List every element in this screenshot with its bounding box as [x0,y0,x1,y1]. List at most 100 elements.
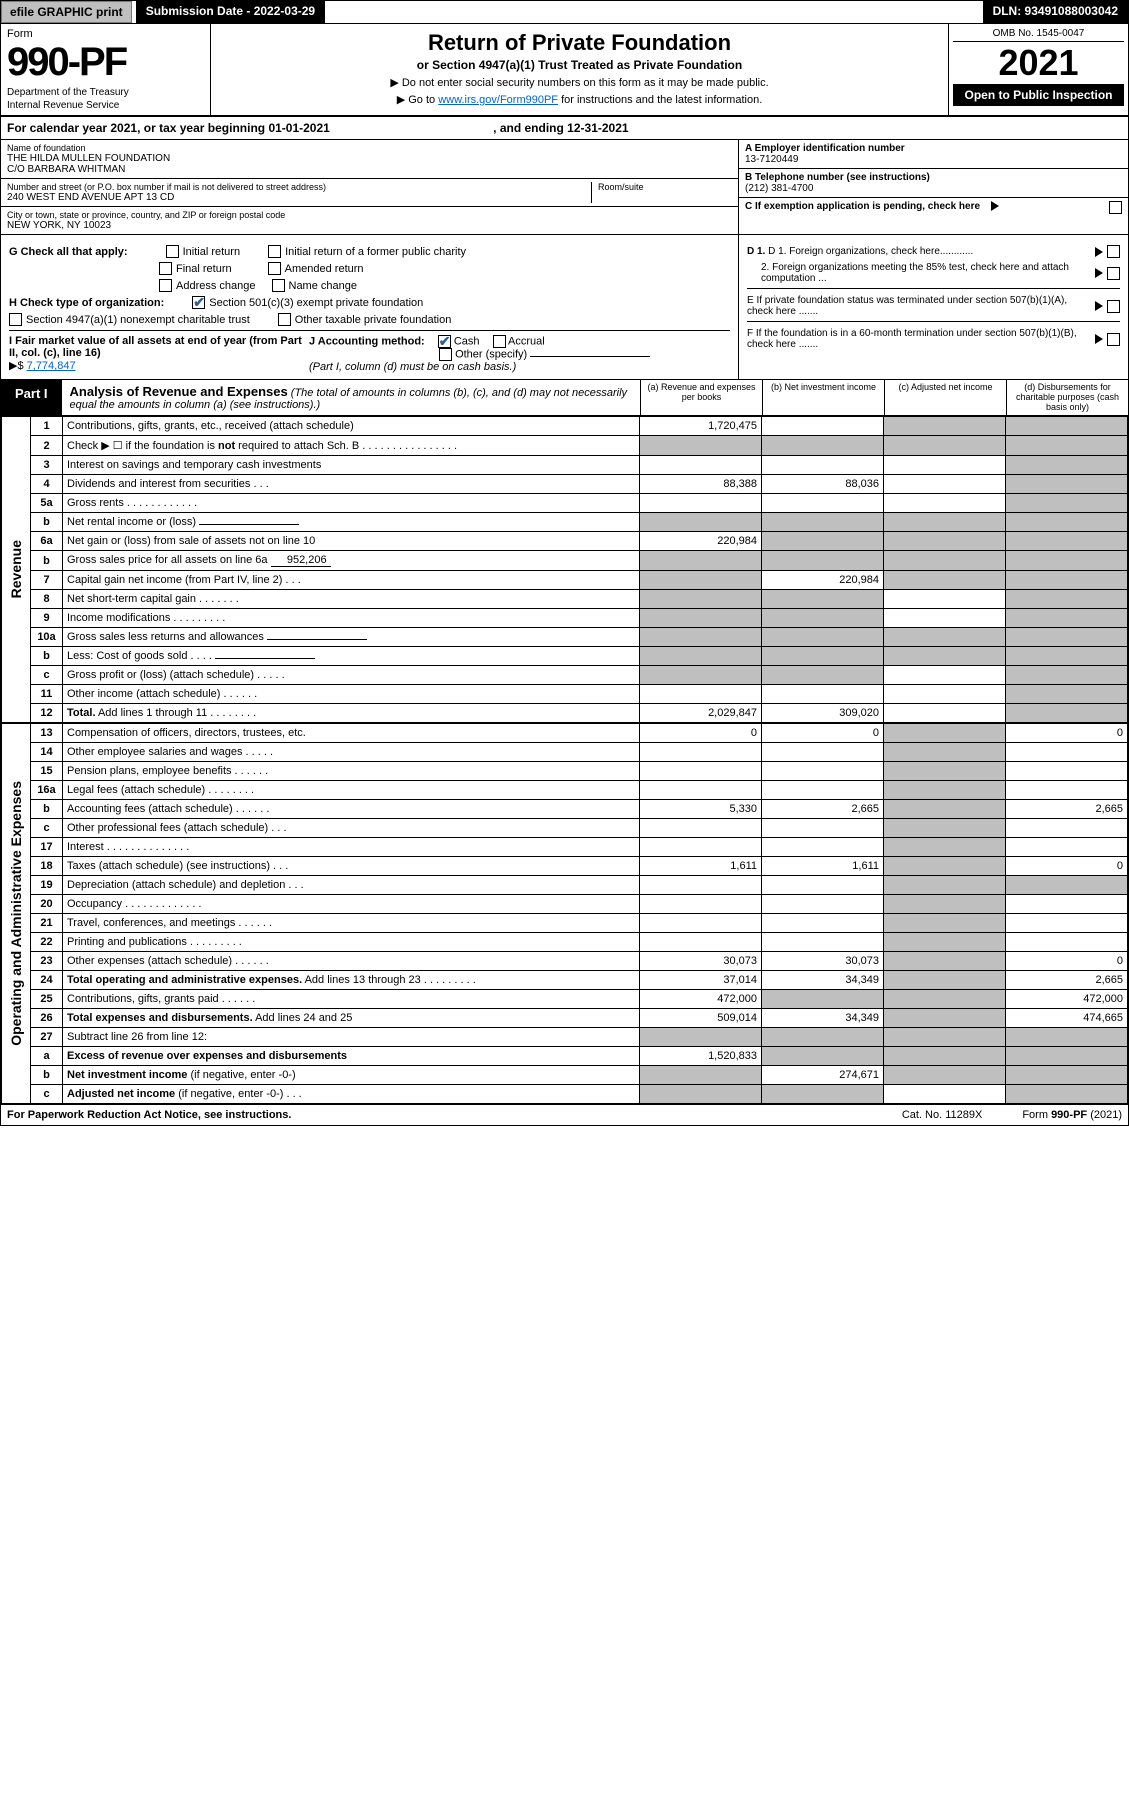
line-desc: Dividends and interest from securities .… [63,475,640,494]
line-number: b [31,800,63,819]
cell-grey [762,647,884,666]
form-word: Form [7,28,204,40]
cell-value [762,743,884,762]
line-desc: Depreciation (attach schedule) and deple… [63,876,640,895]
cell-value: 88,388 [640,475,762,494]
501c3-checkbox[interactable] [192,296,205,309]
cell-grey [884,417,1006,436]
other-method-checkbox[interactable] [439,348,452,361]
line-desc: Other income (attach schedule) . . . . .… [63,685,640,704]
line-number: 14 [31,743,63,762]
header-left: Form 990-PF Department of the Treasury I… [1,24,211,115]
terminated-checkbox[interactable] [1107,300,1120,313]
fmv-link[interactable]: 7,774,847 [27,360,76,372]
line-number: 3 [31,456,63,475]
cell-value [1006,762,1128,781]
col-a-header: (a) Revenue and expenses per books [640,380,762,415]
line-number: 11 [31,685,63,704]
cell-value: 0 [1006,857,1128,876]
cell-value: 2,029,847 [640,704,762,723]
j1-label: Cash [454,335,480,347]
part1-title: Analysis of Revenue and Expenses [70,384,288,399]
final-return-checkbox[interactable] [159,262,172,275]
cell-value: 1,520,833 [640,1047,762,1066]
cell-grey [762,436,884,456]
exemption-checkbox[interactable] [1109,201,1122,214]
foundation-name-cell: Name of foundation THE HILDA MULLEN FOUN… [1,140,738,179]
col-c-header: (c) Adjusted net income [884,380,1006,415]
accrual-checkbox[interactable] [493,335,506,348]
cell-grey [1006,1028,1128,1047]
cell-grey [1006,1085,1128,1104]
cash-checkbox[interactable] [438,335,451,348]
line-desc: Other expenses (attach schedule) . . . .… [63,952,640,971]
cell-value: 509,014 [640,1009,762,1028]
efile-print-button[interactable]: efile GRAPHIC print [1,1,132,23]
line-desc: Capital gain net income (from Part IV, l… [63,571,640,590]
table-row: cOther professional fees (attach schedul… [2,819,1128,838]
line-number: 16a [31,781,63,800]
cell-value [640,838,762,857]
foreign-85-checkbox[interactable] [1107,267,1120,280]
cell-value: 0 [640,724,762,743]
line-number: c [31,1085,63,1104]
h3-label: Other taxable private foundation [295,314,452,326]
cell-value: 88,036 [762,475,884,494]
cell-grey [1006,532,1128,551]
line-number: 23 [31,952,63,971]
table-row: cAdjusted net income (if negative, enter… [2,1085,1128,1104]
cell-grey [884,743,1006,762]
cell-value [762,456,884,475]
initial-former-checkbox[interactable] [268,245,281,258]
initial-return-checkbox[interactable] [166,245,179,258]
cell-value: 0 [1006,724,1128,743]
expenses-side-label: Operating and Administrative Expenses [2,724,31,1104]
cell-grey [884,914,1006,933]
line-g-row3: Address change Name change [159,279,730,292]
cell-value [884,456,1006,475]
cell-grey [640,513,762,532]
60month-checkbox[interactable] [1107,333,1120,346]
line-desc: Interest . . . . . . . . . . . . . . [63,838,640,857]
line-desc: Adjusted net income (if negative, enter … [63,1085,640,1104]
footer-cat: Cat. No. 11289X [902,1109,983,1121]
amended-return-checkbox[interactable] [268,262,281,275]
j-note: (Part I, column (d) must be on cash basi… [309,361,516,373]
line-desc: Income modifications . . . . . . . . . [63,609,640,628]
other-taxable-checkbox[interactable] [278,313,291,326]
cell-grey [1006,513,1128,532]
cell-value [640,781,762,800]
line-desc: Compensation of officers, directors, tru… [63,724,640,743]
form-number: 990-PF [7,40,204,85]
cell-grey [762,513,884,532]
open-public-badge: Open to Public Inspection [953,84,1124,106]
cell-value [1006,895,1128,914]
form-instructions-link[interactable]: www.irs.gov/Form990PF [438,94,558,106]
table-row: 26Total expenses and disbursements. Add … [2,1009,1128,1028]
page-footer: For Paperwork Reduction Act Notice, see … [1,1104,1128,1125]
table-row: 19Depreciation (attach schedule) and dep… [2,876,1128,895]
cell-grey [1006,666,1128,685]
line-desc: Gross sales less returns and allowances [63,628,640,647]
cell-grey [762,1047,884,1066]
g2-label: Initial return of a former public charit… [285,246,466,258]
line-desc: Gross rents . . . . . . . . . . . . [63,494,640,513]
foreign-org-checkbox[interactable] [1107,245,1120,258]
name-change-checkbox[interactable] [272,279,285,292]
line-desc: Printing and publications . . . . . . . … [63,933,640,952]
cell-value [762,914,884,933]
cell-value: 472,000 [1006,990,1128,1009]
cell-value [640,685,762,704]
cell-value [762,838,884,857]
cell-value [884,494,1006,513]
return-title: Return of Private Foundation [217,30,942,56]
address-change-checkbox[interactable] [159,279,172,292]
g-label: G Check all that apply: [9,246,128,258]
cell-value: 309,020 [762,704,884,723]
cell-grey [1006,647,1128,666]
cell-grey [884,1047,1006,1066]
4947-checkbox[interactable] [9,313,22,326]
cell-value [762,933,884,952]
line-desc: Gross sales price for all assets on line… [63,551,640,571]
table-row: 4Dividends and interest from securities … [2,475,1128,494]
